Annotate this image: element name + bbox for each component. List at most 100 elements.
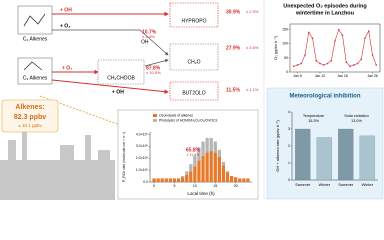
- c4-structure-box: [17, 5, 53, 35]
- annotation-label: Solar radiation: [344, 114, 368, 118]
- y-tick-label: 3: [288, 127, 290, 131]
- chart-title: Meteorological inhibition: [290, 94, 361, 100]
- legend-swatch: [153, 119, 157, 122]
- o3-point: [360, 58, 363, 61]
- bar-segment: [238, 178, 242, 182]
- bar-segment: [197, 147, 201, 161]
- annotation-value: 13.0%: [351, 119, 362, 123]
- bar: [359, 135, 375, 181]
- o3-line: [293, 28, 377, 67]
- product-label: BUT2OLO: [182, 90, 205, 96]
- o3-point: [304, 54, 306, 56]
- x-tick-label: 5: [174, 184, 176, 188]
- bar-segment: [201, 141, 205, 156]
- o3-point: [300, 62, 303, 65]
- arrow: [51, 79, 169, 94]
- product-share: 27.9%: [226, 45, 241, 51]
- bar-segment: [221, 165, 226, 182]
- bar-segment: [176, 178, 181, 182]
- reagent-label: + OH: [60, 7, 72, 13]
- legend-label: Ozonolysis of alkenes: [159, 114, 193, 118]
- x-tick-label: Jan 6: [293, 74, 302, 78]
- factory-skyline: [0, 130, 115, 200]
- reagent-label: + OH: [112, 89, 124, 95]
- y-tick-label: 0: [286, 70, 288, 74]
- x-tick-label: Jan 26: [367, 74, 378, 78]
- bar-segment: [193, 155, 197, 167]
- bar-segment: [189, 164, 193, 172]
- annotation-label: Temperature: [303, 114, 324, 118]
- bar-segment: [213, 152, 217, 182]
- product-label: CH₂O: [187, 59, 200, 65]
- reactant-label: C₄ Alkenes: [23, 36, 48, 42]
- x-tick-label: Winter: [361, 182, 373, 187]
- o3-point: [367, 30, 370, 32]
- arrow: [144, 59, 169, 67]
- product-error: ± 3.6%: [246, 45, 259, 50]
- o3-point: [307, 31, 310, 34]
- reagent-label: OH: [141, 39, 149, 45]
- bar-segment: [209, 137, 213, 152]
- chart-title: wintertime in Lanzhou: [295, 10, 354, 16]
- bar: [316, 137, 332, 181]
- intermediate-label: CH₃CHOOB: [107, 75, 135, 81]
- bar-segment: [246, 178, 250, 182]
- branch-share: 10.7%: [142, 29, 157, 35]
- alkenes-error: ± 10.1 ppbv: [18, 123, 42, 128]
- bar-segment: [156, 178, 160, 182]
- bar-segment: [193, 166, 197, 182]
- o3-point: [341, 34, 344, 37]
- annotation-error: ± 11.6%: [187, 153, 200, 157]
- branch-error: ± 1.4%: [142, 34, 155, 39]
- bar-segment: [242, 178, 246, 182]
- bar-segment: [217, 157, 221, 182]
- c3-structure: [23, 61, 43, 71]
- product-box: [169, 2, 219, 28]
- legend-label: Photolysis of HONO/H₂O₂/O₃/OVOCs: [159, 119, 218, 123]
- graphical-abstract: C₄ Alkenes C₃ Alkenes + OH + O₃ + O₂ + O…: [0, 0, 384, 200]
- rox-panel: [117, 109, 259, 200]
- intermediate-box: [97, 59, 145, 85]
- product-box: [169, 81, 219, 101]
- branch-share: 87.8%: [146, 65, 161, 71]
- reagent-label: + O₂: [62, 65, 72, 71]
- bar-segment: [185, 171, 189, 175]
- y-axis-label: O₃ (ppbv h⁻¹): [273, 35, 278, 60]
- bar-segment: [197, 160, 201, 182]
- y-tick-label: 0: [288, 178, 290, 182]
- products: HYPROPO CH₂O BUT2OLO 30.9% ± 2.9% 27.9% …: [169, 2, 259, 101]
- page: {"pathways": {"c4_alkenes": "C₄ Alkenes"…: [0, 0, 384, 200]
- y-tick-label: 3.0×10⁶: [136, 144, 149, 148]
- y-tick-label: 1: [288, 161, 290, 165]
- bar-segment: [181, 176, 185, 178]
- bar: [338, 128, 354, 181]
- y-tick-label: 1.0×10⁶: [136, 168, 149, 172]
- bar-segment: [225, 171, 230, 173]
- bar-segment: [201, 155, 205, 182]
- bar-segment: [205, 152, 209, 182]
- o3-point: [292, 65, 295, 68]
- y-axis-label: OH + alkenes rate (ppbv h⁻¹): [275, 120, 280, 172]
- o3-point: [326, 62, 329, 65]
- bar-segment: [181, 177, 185, 182]
- x-tick-label: 15: [213, 184, 217, 188]
- bar-segment: [205, 137, 209, 153]
- bar-segment: [164, 178, 168, 182]
- bar-segment: [152, 178, 156, 182]
- c4-structure: [23, 13, 46, 27]
- x-tick-label: 0: [153, 184, 155, 188]
- alkenes-box: [1, 99, 59, 133]
- x-tick-label: 20: [234, 184, 238, 188]
- o3-point: [345, 61, 348, 63]
- o3-point: [371, 54, 374, 56]
- o3-point: [364, 37, 366, 39]
- bar-segment: [168, 178, 173, 182]
- bar-segment: [160, 178, 164, 182]
- product-error: ± 2.9%: [246, 9, 259, 14]
- reagent-label: + O₃: [60, 23, 71, 29]
- bar-segment: [189, 171, 193, 182]
- bar-segment: [234, 177, 238, 182]
- bar-segment: [172, 178, 177, 182]
- x-tick-label: Summer: [338, 182, 354, 187]
- bar-segment: [217, 149, 221, 157]
